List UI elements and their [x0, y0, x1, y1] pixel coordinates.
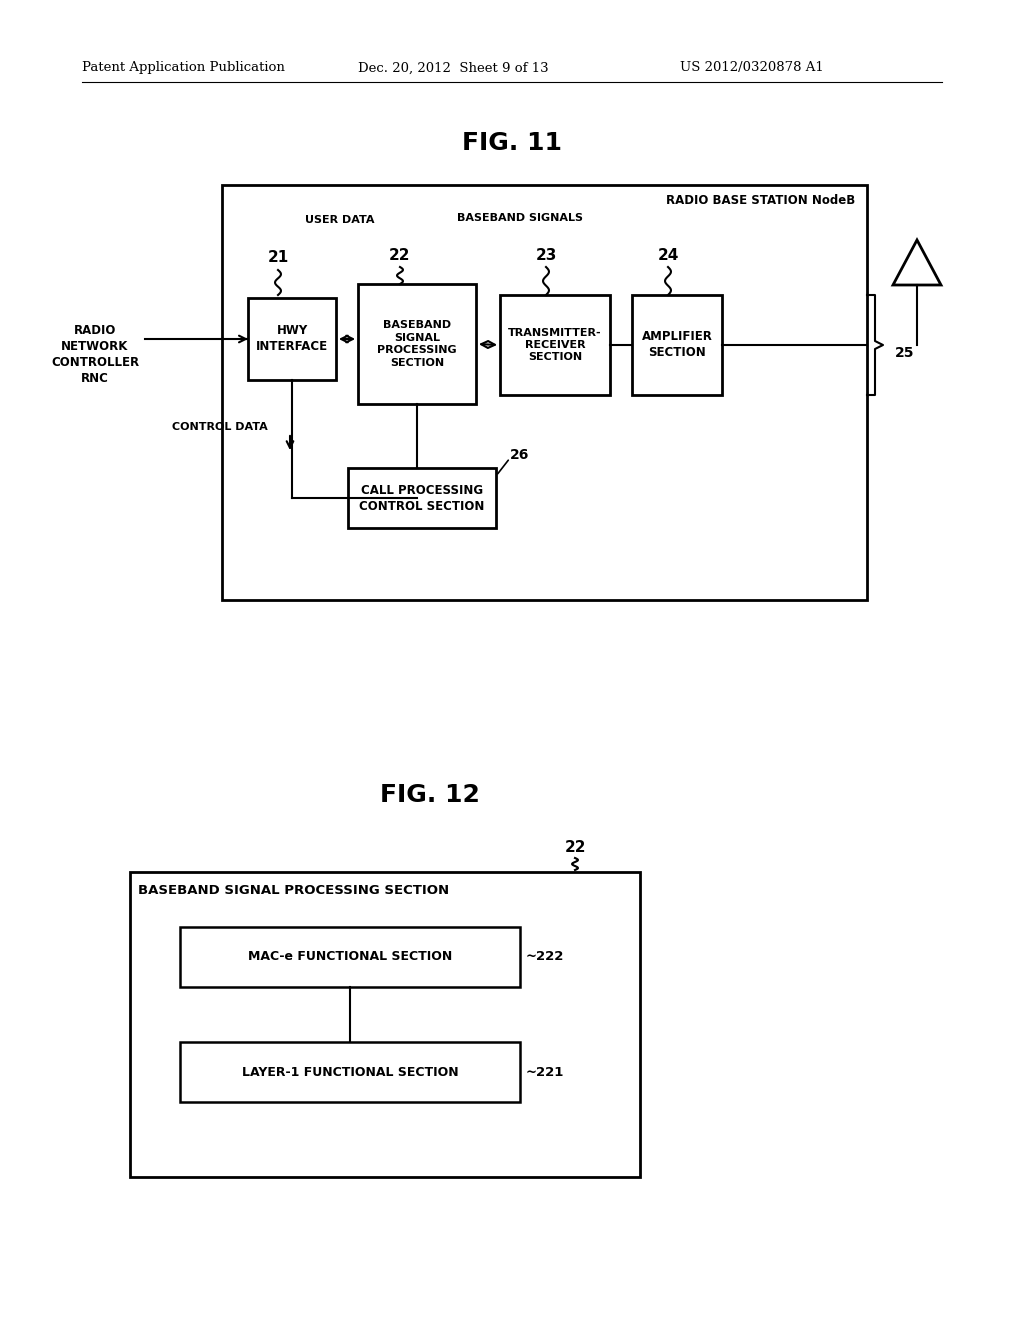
Text: 22: 22 [389, 248, 411, 263]
Bar [222, 185, 867, 601]
Text: ~221: ~221 [526, 1065, 564, 1078]
Bar [500, 294, 610, 395]
Bar [358, 284, 476, 404]
Text: ~222: ~222 [526, 950, 564, 964]
Bar [632, 294, 722, 395]
Text: 23: 23 [536, 248, 557, 263]
Text: 21: 21 [267, 251, 289, 265]
Text: 24: 24 [657, 248, 679, 263]
Text: LAYER-1 FUNCTIONAL SECTION: LAYER-1 FUNCTIONAL SECTION [242, 1065, 459, 1078]
Bar [130, 873, 640, 1177]
Text: AMPLIFIER
SECTION: AMPLIFIER SECTION [642, 330, 713, 359]
Text: 25: 25 [895, 346, 914, 360]
Bar [248, 298, 336, 380]
Text: MAC-e FUNCTIONAL SECTION: MAC-e FUNCTIONAL SECTION [248, 950, 453, 964]
Text: RADIO
NETWORK
CONTROLLER
RNC: RADIO NETWORK CONTROLLER RNC [51, 325, 139, 385]
Text: CONTROL DATA: CONTROL DATA [172, 422, 268, 432]
Text: USER DATA: USER DATA [305, 215, 375, 224]
Text: HWY
INTERFACE: HWY INTERFACE [256, 325, 328, 354]
Text: US 2012/0320878 A1: US 2012/0320878 A1 [680, 62, 823, 74]
Text: TRANSMITTER-
RECEIVER
SECTION: TRANSMITTER- RECEIVER SECTION [508, 327, 602, 363]
Bar [348, 469, 496, 528]
Bar [180, 927, 520, 987]
Text: CALL PROCESSING
CONTROL SECTION: CALL PROCESSING CONTROL SECTION [359, 483, 484, 512]
Text: 26: 26 [510, 447, 529, 462]
Bar [180, 1041, 520, 1102]
Text: RADIO BASE STATION NodeB: RADIO BASE STATION NodeB [666, 194, 855, 207]
Text: BASEBAND
SIGNAL
PROCESSING
SECTION: BASEBAND SIGNAL PROCESSING SECTION [377, 321, 457, 367]
Text: Dec. 20, 2012  Sheet 9 of 13: Dec. 20, 2012 Sheet 9 of 13 [358, 62, 549, 74]
Text: BASEBAND SIGNALS: BASEBAND SIGNALS [457, 213, 583, 223]
Text: FIG. 11: FIG. 11 [462, 131, 562, 154]
Text: BASEBAND SIGNAL PROCESSING SECTION: BASEBAND SIGNAL PROCESSING SECTION [138, 883, 450, 896]
Text: FIG. 12: FIG. 12 [380, 783, 480, 807]
Text: Patent Application Publication: Patent Application Publication [82, 62, 285, 74]
Text: 22: 22 [564, 841, 586, 855]
